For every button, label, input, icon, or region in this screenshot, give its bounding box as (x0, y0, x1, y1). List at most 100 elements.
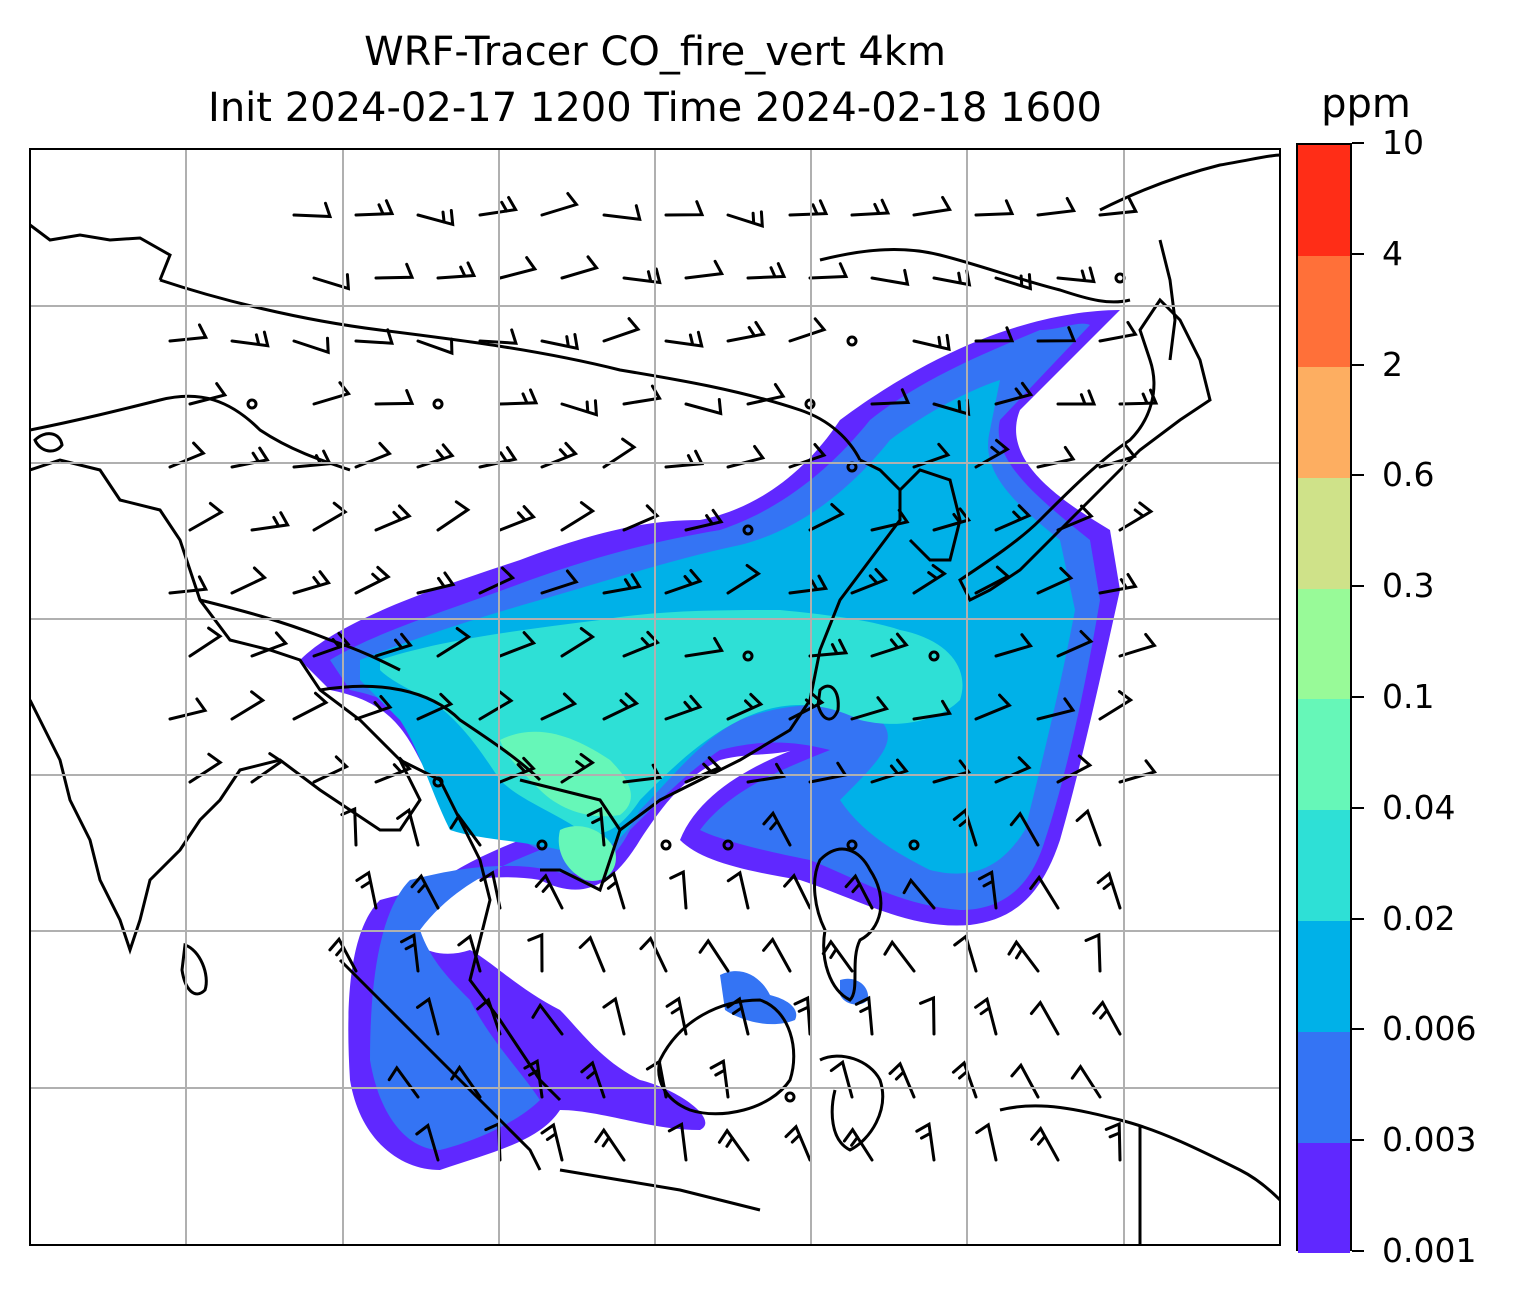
colorbar-tick-label: 10 (1382, 123, 1424, 162)
wind-barb (870, 388, 911, 406)
wind-barb (250, 752, 285, 784)
wind-barb (788, 317, 827, 343)
colorbar-tick-label: 0.003 (1382, 1120, 1477, 1160)
coast-sakhalin (1158, 239, 1177, 361)
wind-barb (974, 565, 1011, 595)
wind-barb (188, 382, 228, 406)
wind-barb (230, 690, 266, 721)
wind-barb (912, 699, 953, 721)
colorbar-tick-label: 0.04 (1382, 787, 1456, 827)
wind-barb (726, 563, 762, 595)
gridlines (30, 149, 1280, 1245)
wind-barb (1098, 690, 1134, 721)
wind-barb (977, 869, 998, 910)
colorbar-tick-label: 0.1 (1382, 677, 1435, 716)
wind-barb (601, 870, 626, 910)
wind-barb (915, 1121, 936, 1162)
wind-calm-marker (660, 839, 672, 851)
wind-barb (821, 939, 854, 973)
colorbar-segment (1298, 1031, 1350, 1143)
coast-indochina (399, 758, 562, 1102)
wind-barb (788, 574, 829, 595)
colorbar (1296, 143, 1352, 1254)
coast-aral (33, 432, 64, 453)
wind-barb (808, 503, 845, 532)
coast-korea (898, 468, 962, 562)
wind-barb (746, 262, 787, 280)
wind-calm-marker (722, 839, 734, 851)
wind-barb (1056, 754, 1093, 784)
wind-barb (168, 575, 209, 595)
wind-barb (870, 268, 910, 286)
colorbar-tick (1352, 1250, 1364, 1252)
wind-barb (1118, 388, 1159, 406)
border-china-south (319, 684, 542, 782)
wind-barb (292, 201, 333, 219)
wind-barb (912, 195, 952, 217)
wind-barb (784, 1124, 812, 1162)
wind-barb (1009, 811, 1040, 847)
wind-barb (726, 210, 764, 228)
wind-barb (994, 504, 1032, 532)
wind-barb (854, 995, 874, 1036)
colorbar-tick (1352, 474, 1364, 477)
wind-barb (726, 996, 750, 1036)
coast-new-guinea (999, 1104, 1280, 1202)
wind-barb (726, 692, 764, 721)
wind-barb (975, 1122, 998, 1162)
wind-barb (354, 565, 391, 595)
wind-barb (664, 449, 705, 469)
wind-calm-marker (432, 776, 444, 788)
wind-barb (1092, 999, 1122, 1036)
coast-sri-lanka (180, 942, 208, 996)
wind-barb (746, 383, 786, 406)
wind-barb (416, 209, 455, 227)
wind-barb (783, 873, 812, 910)
wind-barb (932, 759, 972, 784)
wind-barb (354, 199, 395, 217)
wind-barb (912, 563, 948, 595)
wind-barb (560, 627, 596, 658)
wind-barb (416, 996, 440, 1036)
wind-barb (1029, 874, 1060, 910)
wind-barb (994, 381, 1034, 406)
wind-barb (436, 627, 472, 658)
wind-barb (540, 333, 580, 351)
colorbar-segment (1298, 145, 1350, 257)
wind-barb (436, 261, 477, 280)
wind-barb (1075, 808, 1102, 847)
colorbar-tick-label: 0.001 (1382, 1231, 1477, 1270)
wind-barb (560, 399, 599, 417)
wind-barb (726, 320, 766, 343)
wind-barb (870, 758, 909, 784)
plume-islands (720, 971, 797, 1025)
wind-barb (478, 690, 514, 721)
wind-barb (902, 877, 936, 910)
wind-barb (684, 508, 724, 532)
wind-barb (527, 932, 544, 973)
wind-barb (793, 995, 812, 1036)
wind-barb (974, 996, 998, 1036)
wind-barb (974, 326, 1015, 343)
wind-barb (354, 328, 394, 345)
wind-barb (188, 626, 223, 658)
wind-barb (664, 330, 704, 348)
wind-barb (374, 504, 412, 532)
wind-barb (396, 807, 420, 847)
colorbar-segment (1298, 699, 1350, 811)
coast-borneo (657, 998, 796, 1116)
wind-barb (669, 869, 688, 910)
wind-barb (602, 204, 642, 222)
wind-barb (788, 199, 829, 217)
wind-barb (602, 573, 642, 595)
wind-calm-marker (846, 839, 858, 851)
wind-barb (1118, 632, 1157, 658)
wind-barb (602, 996, 626, 1036)
colorbar-tick (1352, 917, 1364, 920)
wind-barb (540, 692, 578, 721)
wind-barb (292, 691, 329, 721)
wind-barb (1098, 320, 1138, 343)
wind-barb (994, 756, 1032, 784)
wind-barb (684, 398, 723, 416)
colorbar-tick (1352, 363, 1364, 366)
